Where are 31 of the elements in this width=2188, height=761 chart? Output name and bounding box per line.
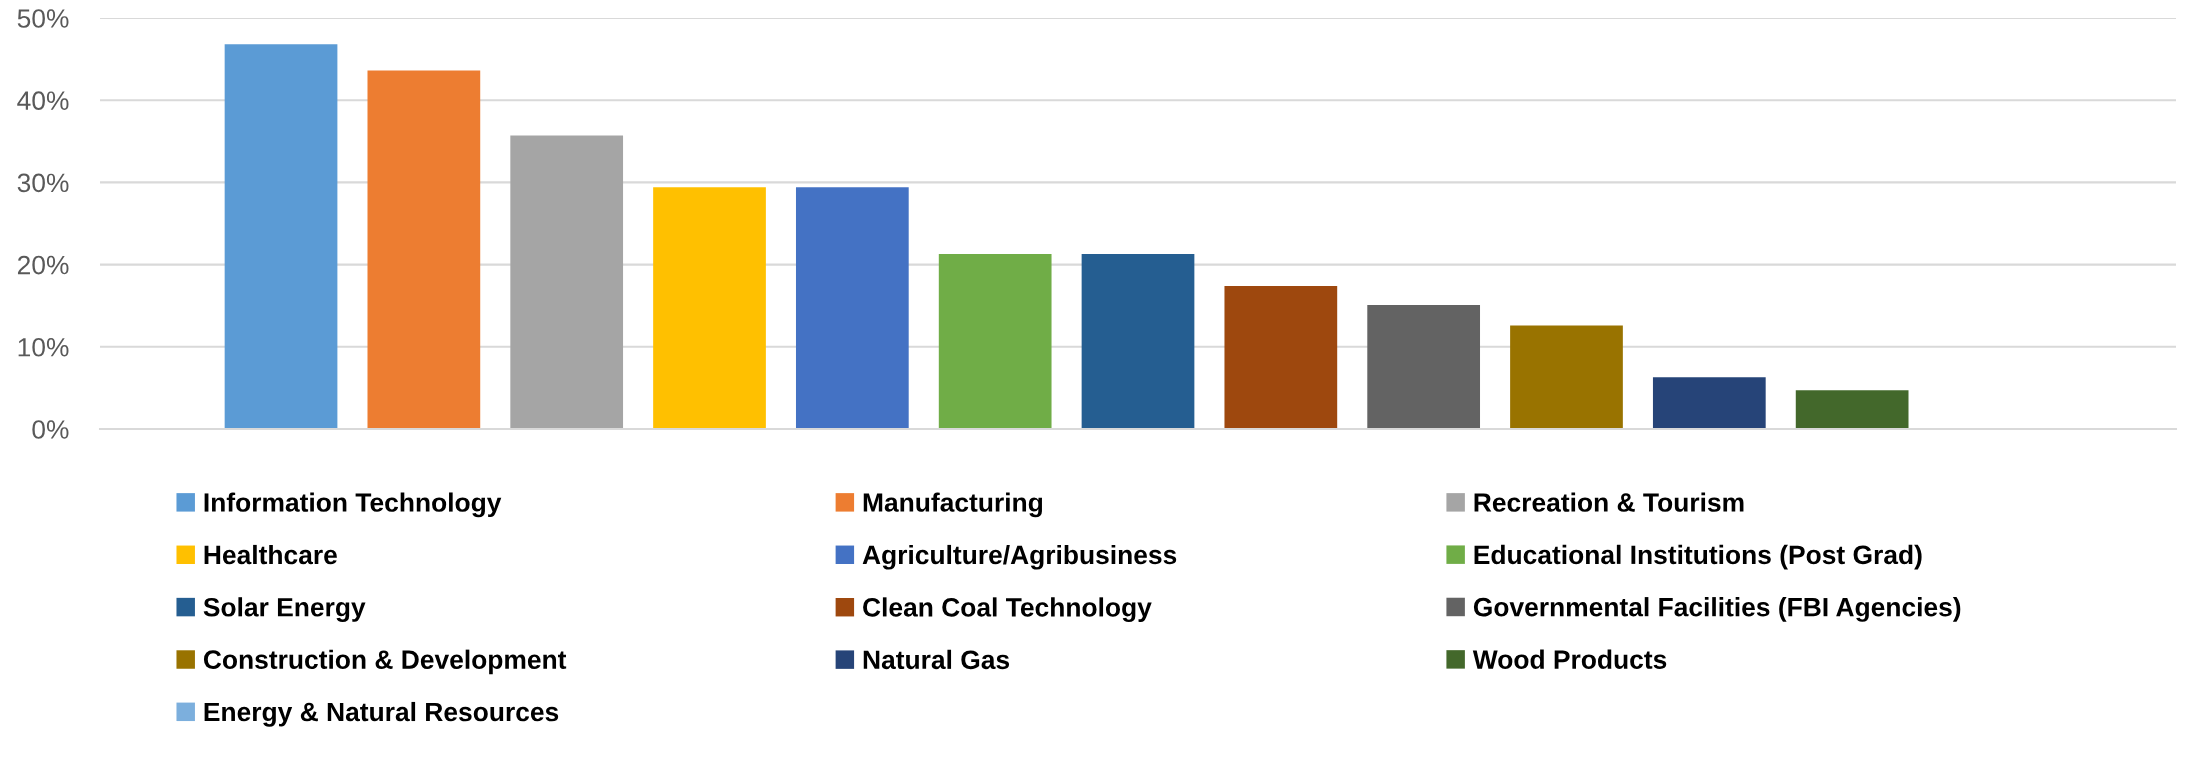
- bar: [510, 135, 624, 429]
- legend-label: Natural Gas: [863, 649, 1010, 670]
- bar: [938, 253, 1052, 429]
- y-tick-label: 0%: [32, 420, 69, 439]
- legend-label: Recreation & Tourism: [1474, 492, 1744, 512]
- y-tick-label: 40%: [17, 91, 69, 111]
- y-tick-label: 20%: [17, 255, 69, 275]
- bar: [1510, 325, 1623, 429]
- y-tick-label: 10%: [18, 337, 69, 357]
- legend-label: Manufacturing: [863, 492, 1043, 518]
- legend-label: Construction & Development: [203, 649, 567, 675]
- y-tick-label: 30%: [17, 173, 69, 193]
- bar: [795, 187, 909, 429]
- bar: [653, 187, 766, 429]
- legend-label: Educational Institutions (Post Grad): [1474, 544, 1922, 570]
- legend-label: Solar Energy: [203, 597, 366, 622]
- legend-label: Information Technology: [204, 492, 502, 518]
- bar: [1367, 304, 1481, 429]
- bar: [1652, 377, 1766, 429]
- legend-label: Healthcare: [204, 544, 337, 565]
- bar: [367, 70, 481, 429]
- legend-label: Wood Products: [1472, 649, 1667, 669]
- bar: [1795, 390, 1909, 429]
- legend-label: Agriculture/Agribusiness: [862, 544, 1177, 570]
- bar: [1224, 285, 1338, 429]
- bar: [224, 44, 338, 429]
- bar: [1081, 253, 1195, 429]
- y-tick-label: 50%: [17, 9, 69, 28]
- legend-label: Governmental Facilities (FBI Agencies): [1473, 597, 1961, 622]
- legend-label: Energy & Natural Resources: [204, 701, 559, 727]
- legend-label: Clean Coal Technology: [863, 597, 1152, 623]
